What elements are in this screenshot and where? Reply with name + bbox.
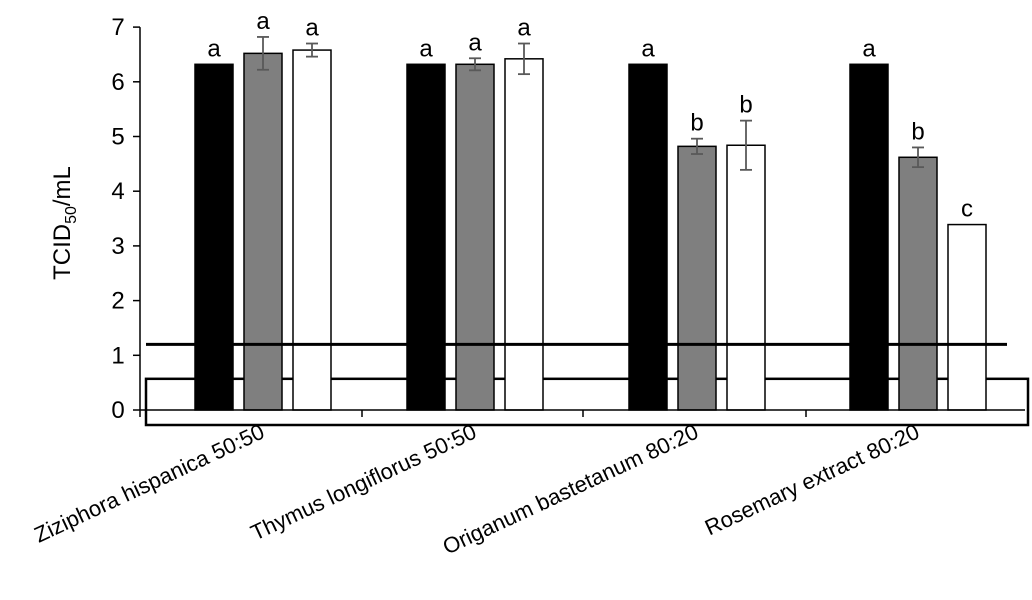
bar [243,52,283,411]
bar [898,156,938,411]
error-bar [257,36,269,71]
error-bar [691,137,703,155]
y-tick-label: 7 [111,14,124,41]
y-axis-title-layer: TCID50/mL [49,166,80,280]
significance-letter: a [862,35,876,62]
error-bar [912,146,924,169]
y-tick-label: 5 [111,124,124,151]
significance-letter: c [961,196,973,223]
significance-letter: a [468,29,482,56]
significance-letter: a [517,15,531,42]
y-tick-label: 4 [111,178,124,205]
significance-letter: a [419,35,433,62]
bar [455,63,495,411]
y-axis-title-main: TCID [49,224,76,280]
significance-letter: a [305,15,319,42]
significance-letter: a [256,8,270,35]
y-tick-label: 6 [111,69,124,96]
bar [406,63,446,411]
x-category-label: Ziziphora hispanica 50:50 [30,419,268,548]
x-category-label: Thymus longiflorus 50:50 [247,419,480,546]
significance-letters-layer: a a a a a a b b a a b c [207,8,973,223]
y-tick-label: 0 [111,397,124,424]
bar [292,49,332,411]
bar [726,144,766,411]
error-bar [740,119,752,171]
bar [677,145,717,411]
x-category-label: Rosemary extract 80:20 [701,419,923,540]
bar [194,63,234,411]
error-bar [306,42,318,58]
bars-layer [194,49,987,411]
significance-letter: b [690,110,703,137]
y-axis-title-subscript: 50 [63,206,80,224]
y-axis-title-unit: /mL [49,166,76,206]
y-tick-label: 1 [111,342,124,369]
bar [947,223,987,411]
bar [628,63,668,411]
significance-letter: b [739,92,752,119]
significance-letter: a [641,35,655,62]
bar [849,63,889,411]
y-tick-label: 2 [111,288,124,315]
bar [504,58,544,411]
error-bar [518,42,530,76]
y-tick-label: 3 [111,233,124,260]
detection-limit-band-layer [144,377,1030,427]
error-bars-layer [257,36,924,171]
significance-letter: a [207,35,221,62]
y-axis-title: TCID50/mL [49,166,80,280]
significance-letter: b [911,118,924,145]
error-bar [469,57,481,72]
detection-limit-band [144,377,1030,427]
